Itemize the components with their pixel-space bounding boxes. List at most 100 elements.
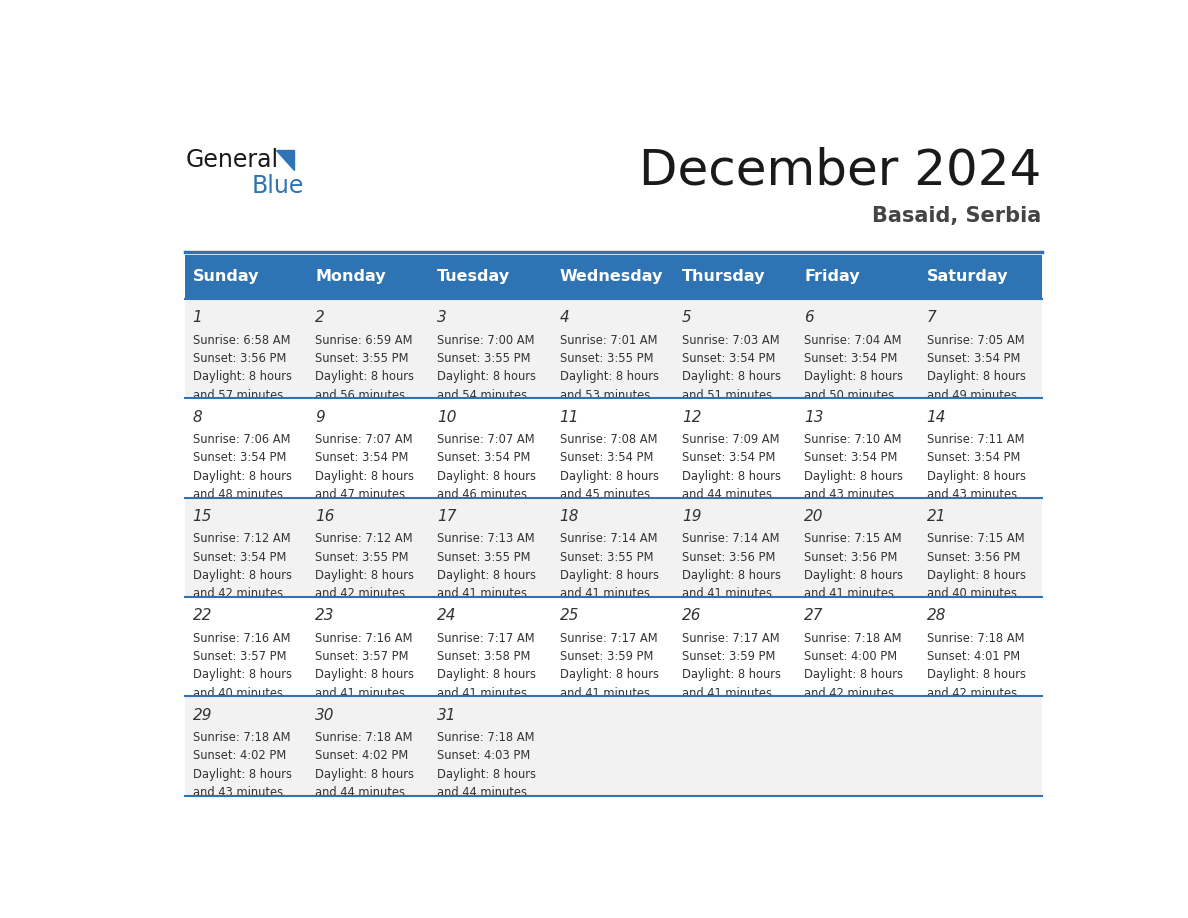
Text: General: General — [185, 148, 278, 172]
Text: Sunrise: 7:06 AM: Sunrise: 7:06 AM — [192, 433, 290, 446]
Text: 31: 31 — [437, 708, 457, 722]
Text: Sunrise: 7:16 AM: Sunrise: 7:16 AM — [192, 632, 290, 644]
Text: Sunset: 3:55 PM: Sunset: 3:55 PM — [315, 352, 409, 365]
Text: Daylight: 8 hours: Daylight: 8 hours — [315, 668, 413, 681]
Text: 10: 10 — [437, 409, 457, 425]
Text: Daylight: 8 hours: Daylight: 8 hours — [682, 668, 781, 681]
Text: Sunrise: 7:17 AM: Sunrise: 7:17 AM — [682, 632, 779, 644]
Text: Daylight: 8 hours: Daylight: 8 hours — [315, 370, 413, 384]
Bar — [185, 398, 1042, 498]
Text: Daylight: 8 hours: Daylight: 8 hours — [560, 569, 658, 582]
Text: 29: 29 — [192, 708, 213, 722]
Text: Sunrise: 6:58 AM: Sunrise: 6:58 AM — [192, 333, 290, 346]
Text: 24: 24 — [437, 609, 457, 623]
Text: Sunrise: 7:04 AM: Sunrise: 7:04 AM — [804, 333, 902, 346]
Text: and 43 minutes.: and 43 minutes. — [927, 488, 1020, 501]
Text: Sunrise: 7:18 AM: Sunrise: 7:18 AM — [192, 731, 290, 744]
Text: and 41 minutes.: and 41 minutes. — [560, 687, 653, 700]
Text: Wednesday: Wednesday — [560, 270, 663, 285]
Text: Daylight: 8 hours: Daylight: 8 hours — [560, 668, 658, 681]
Text: Sunday: Sunday — [192, 270, 259, 285]
Text: Daylight: 8 hours: Daylight: 8 hours — [437, 569, 536, 582]
Text: Sunset: 4:03 PM: Sunset: 4:03 PM — [437, 749, 531, 763]
Text: Sunset: 3:55 PM: Sunset: 3:55 PM — [437, 551, 531, 564]
Text: Sunset: 3:55 PM: Sunset: 3:55 PM — [437, 352, 531, 365]
Text: 11: 11 — [560, 409, 580, 425]
Text: 8: 8 — [192, 409, 202, 425]
Text: Sunset: 4:02 PM: Sunset: 4:02 PM — [315, 749, 409, 763]
Text: Sunrise: 7:14 AM: Sunrise: 7:14 AM — [682, 532, 779, 545]
Text: and 41 minutes.: and 41 minutes. — [437, 687, 531, 700]
Text: Sunset: 3:56 PM: Sunset: 3:56 PM — [804, 551, 898, 564]
Bar — [185, 299, 1042, 398]
Text: Sunrise: 7:07 AM: Sunrise: 7:07 AM — [437, 433, 535, 446]
Text: Daylight: 8 hours: Daylight: 8 hours — [927, 668, 1025, 681]
Text: Sunset: 3:54 PM: Sunset: 3:54 PM — [315, 452, 409, 465]
Text: Sunrise: 7:00 AM: Sunrise: 7:00 AM — [437, 333, 535, 346]
Text: Sunrise: 7:11 AM: Sunrise: 7:11 AM — [927, 433, 1024, 446]
Text: Sunset: 3:59 PM: Sunset: 3:59 PM — [560, 650, 653, 663]
Text: Sunrise: 7:17 AM: Sunrise: 7:17 AM — [437, 632, 535, 644]
Text: 21: 21 — [927, 509, 946, 524]
Text: and 57 minutes.: and 57 minutes. — [192, 388, 286, 402]
Text: and 47 minutes.: and 47 minutes. — [315, 488, 409, 501]
Text: Sunset: 3:54 PM: Sunset: 3:54 PM — [804, 452, 898, 465]
Text: Daylight: 8 hours: Daylight: 8 hours — [315, 470, 413, 483]
Text: Sunrise: 7:13 AM: Sunrise: 7:13 AM — [437, 532, 535, 545]
Text: Daylight: 8 hours: Daylight: 8 hours — [192, 370, 292, 384]
Text: Daylight: 8 hours: Daylight: 8 hours — [437, 668, 536, 681]
Text: and 41 minutes.: and 41 minutes. — [804, 588, 898, 600]
Text: and 48 minutes.: and 48 minutes. — [192, 488, 286, 501]
Text: Daylight: 8 hours: Daylight: 8 hours — [804, 668, 903, 681]
Text: 4: 4 — [560, 310, 569, 325]
Text: Daylight: 8 hours: Daylight: 8 hours — [437, 470, 536, 483]
Text: and 43 minutes.: and 43 minutes. — [804, 488, 898, 501]
Text: 1: 1 — [192, 310, 202, 325]
Polygon shape — [276, 151, 293, 170]
Text: Sunrise: 7:08 AM: Sunrise: 7:08 AM — [560, 433, 657, 446]
Text: Sunset: 3:54 PM: Sunset: 3:54 PM — [560, 452, 653, 465]
Text: Daylight: 8 hours: Daylight: 8 hours — [927, 370, 1025, 384]
Text: 5: 5 — [682, 310, 691, 325]
Text: 9: 9 — [315, 409, 324, 425]
Text: and 42 minutes.: and 42 minutes. — [927, 687, 1020, 700]
Bar — [185, 597, 1042, 697]
Text: 28: 28 — [927, 609, 946, 623]
Text: Sunset: 3:55 PM: Sunset: 3:55 PM — [315, 551, 409, 564]
Bar — [185, 697, 1042, 796]
Text: Daylight: 8 hours: Daylight: 8 hours — [192, 668, 292, 681]
Text: Sunrise: 7:09 AM: Sunrise: 7:09 AM — [682, 433, 779, 446]
Text: Friday: Friday — [804, 270, 860, 285]
Text: 15: 15 — [192, 509, 213, 524]
Text: Sunset: 3:59 PM: Sunset: 3:59 PM — [682, 650, 776, 663]
Text: and 42 minutes.: and 42 minutes. — [804, 687, 898, 700]
Text: 7: 7 — [927, 310, 936, 325]
Text: Sunset: 3:56 PM: Sunset: 3:56 PM — [927, 551, 1020, 564]
Text: Sunset: 3:57 PM: Sunset: 3:57 PM — [315, 650, 409, 663]
Text: Daylight: 8 hours: Daylight: 8 hours — [437, 767, 536, 781]
Text: Sunset: 3:55 PM: Sunset: 3:55 PM — [560, 352, 653, 365]
Text: and 56 minutes.: and 56 minutes. — [315, 388, 409, 402]
Text: Sunrise: 7:18 AM: Sunrise: 7:18 AM — [437, 731, 535, 744]
Text: and 44 minutes.: and 44 minutes. — [682, 488, 776, 501]
Text: 6: 6 — [804, 310, 814, 325]
Text: Sunrise: 7:03 AM: Sunrise: 7:03 AM — [682, 333, 779, 346]
Text: Daylight: 8 hours: Daylight: 8 hours — [682, 470, 781, 483]
Text: and 44 minutes.: and 44 minutes. — [315, 786, 409, 800]
Text: Daylight: 8 hours: Daylight: 8 hours — [315, 569, 413, 582]
Text: 30: 30 — [315, 708, 335, 722]
Text: and 45 minutes.: and 45 minutes. — [560, 488, 653, 501]
Text: Sunrise: 7:18 AM: Sunrise: 7:18 AM — [804, 632, 902, 644]
Text: 19: 19 — [682, 509, 701, 524]
Text: and 41 minutes.: and 41 minutes. — [560, 588, 653, 600]
Text: Sunset: 3:54 PM: Sunset: 3:54 PM — [927, 352, 1020, 365]
Text: Sunrise: 7:10 AM: Sunrise: 7:10 AM — [804, 433, 902, 446]
Text: Sunrise: 7:16 AM: Sunrise: 7:16 AM — [315, 632, 412, 644]
Text: Sunset: 3:54 PM: Sunset: 3:54 PM — [437, 452, 531, 465]
Text: Daylight: 8 hours: Daylight: 8 hours — [682, 569, 781, 582]
Text: 20: 20 — [804, 509, 823, 524]
Text: Sunrise: 7:12 AM: Sunrise: 7:12 AM — [315, 532, 412, 545]
Text: Daylight: 8 hours: Daylight: 8 hours — [927, 569, 1025, 582]
Text: Sunrise: 7:18 AM: Sunrise: 7:18 AM — [315, 731, 412, 744]
Text: and 43 minutes.: and 43 minutes. — [192, 786, 286, 800]
